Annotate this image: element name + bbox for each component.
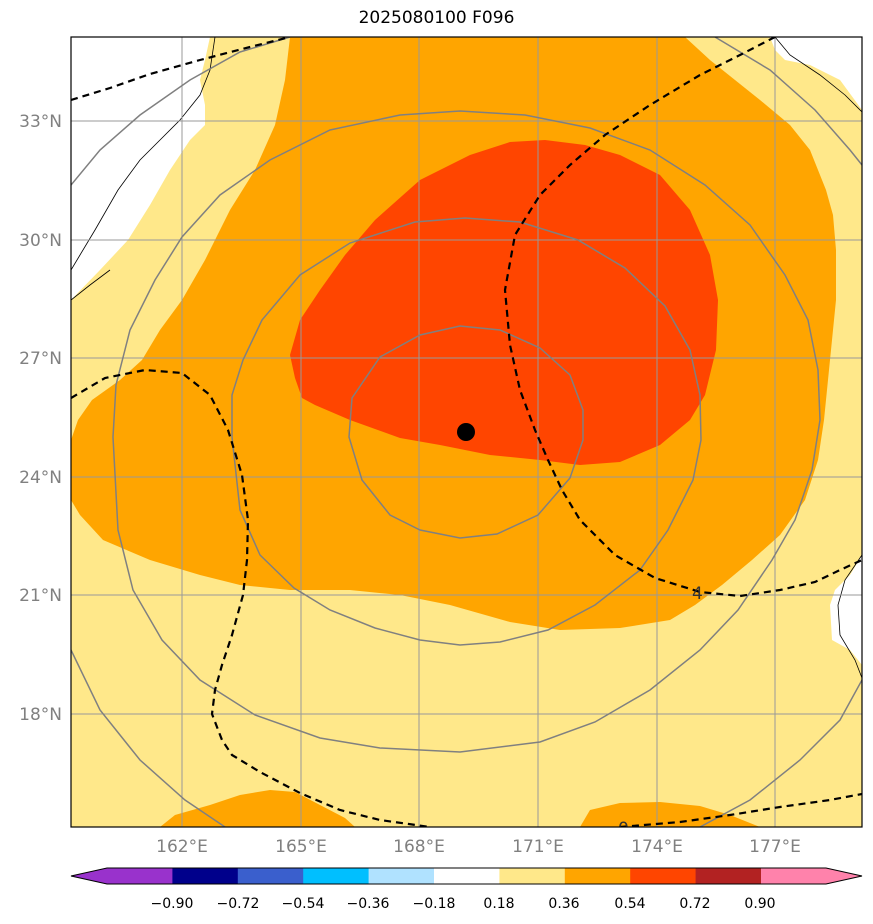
contour-ring-3: [112, 110, 821, 753]
land-east-island: [830, 555, 862, 665]
colorbar-tick-label: 0.90: [744, 896, 775, 912]
map-plot-area: 4 0: [71, 37, 862, 839]
colorbar-segment: [237, 868, 304, 884]
lon-label: 171°E: [512, 837, 564, 857]
colorbar-segment: [368, 868, 435, 884]
lat-label: 33°N: [19, 112, 62, 132]
contour-ring-4d: [699, 679, 862, 827]
lat-label: 27°N: [19, 349, 62, 369]
colorbar-tick-label: 0.54: [614, 896, 645, 912]
latitude-labels: 33°N 30°N 27°N 24°N 21°N 18°N: [19, 112, 62, 725]
colorbar-tick-label: −0.90: [151, 896, 194, 912]
dashed-contour-west: [71, 368, 431, 827]
coastline-east-island: [837, 554, 862, 679]
colorbar: [70, 867, 863, 885]
coastline-northwest: [71, 37, 216, 271]
lon-label: 165°E: [275, 837, 327, 857]
contour-ring-4: [71, 37, 291, 186]
coastline-northeast: [774, 37, 862, 113]
colorbar-tick-label: −0.36: [347, 896, 390, 912]
colorbar-segment: [172, 868, 239, 884]
contour-ring-4c: [714, 37, 862, 166]
contour-ring-1: [348, 325, 584, 539]
storm-center-marker: [457, 423, 475, 441]
colorbar-segment: [564, 868, 631, 884]
colorbar-segment: [303, 868, 370, 884]
contour-ring-2: [231, 217, 702, 646]
colorbar-segment: [695, 868, 762, 884]
shading-level-036-patch-southwest: [160, 790, 355, 827]
map-title: 2025080100 F096: [358, 8, 515, 28]
colorbar-segment: [630, 868, 697, 884]
dashed-contours: [71, 37, 862, 827]
colorbar-segment: [499, 868, 566, 884]
colorbar-segment: [761, 868, 826, 884]
map-frame: [70, 36, 863, 828]
longitude-labels: 162°E 165°E 168°E 171°E 174°E 177°E: [156, 837, 801, 857]
colorbar-tick-label: 0.72: [679, 896, 710, 912]
coastline-west-edge: [71, 269, 111, 301]
lon-label: 168°E: [393, 837, 445, 857]
land-northwest: [71, 37, 210, 300]
colorbar-tick-label: 0.18: [483, 896, 514, 912]
contour-label-0: 0: [618, 819, 629, 839]
lat-label: 18°N: [19, 705, 62, 725]
land-northeast: [770, 37, 862, 110]
lon-label: 162°E: [156, 837, 208, 857]
colorbar-tick-label: −0.18: [413, 896, 456, 912]
lon-label: 177°E: [749, 837, 801, 857]
dashed-contour-east: [503, 37, 862, 598]
colorbar-tick-label: −0.72: [217, 896, 260, 912]
dashed-contour-south: [619, 792, 862, 827]
contour-label-4: 4: [692, 584, 703, 604]
pressure-contours: [71, 37, 862, 827]
contour-ring-4b: [71, 649, 226, 827]
colorbar-segment: [434, 868, 500, 884]
shading-level-036-patch-south: [580, 802, 760, 827]
lat-label: 30°N: [19, 231, 62, 251]
lon-label: 174°E: [631, 837, 683, 857]
colorbar-tick-label: −0.54: [282, 896, 325, 912]
dashed-contour-north: [71, 37, 291, 102]
colorbar-segment: [107, 868, 173, 884]
lat-label: 21°N: [19, 586, 62, 606]
lat-label: 24°N: [19, 468, 62, 488]
colorbar-outline: [70, 867, 863, 885]
colorbar-labels: −0.90 −0.72 −0.54 −0.36 −0.18 0.18 0.36 …: [151, 896, 776, 912]
colorbar-extend-low: [71, 868, 107, 884]
shading-level-054-core: [290, 140, 718, 465]
colorbar-tick-label: 0.36: [548, 896, 579, 912]
colorbar-extend-high: [826, 868, 862, 884]
